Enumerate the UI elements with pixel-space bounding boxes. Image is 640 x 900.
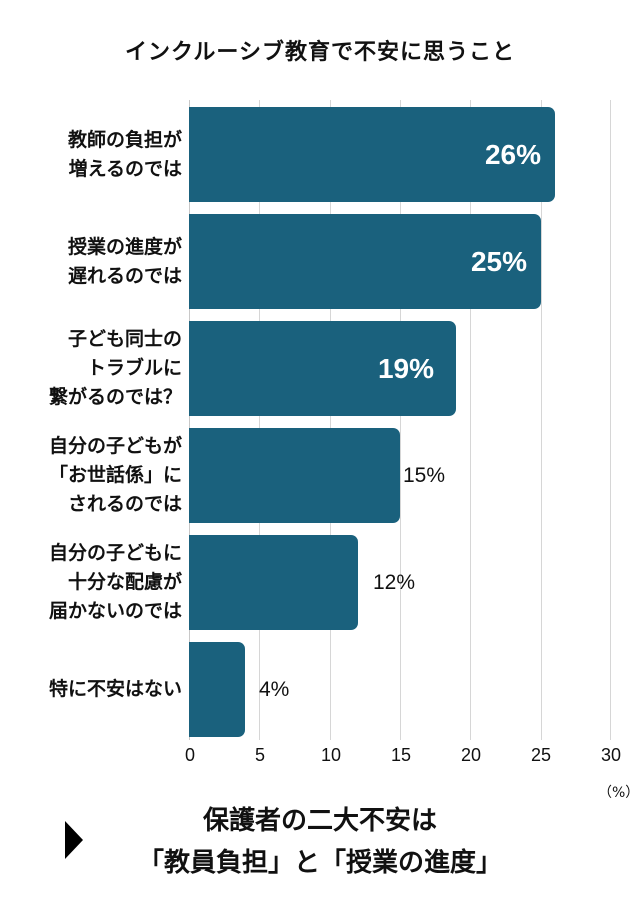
x-tick-label: 25 (530, 745, 552, 765)
bar-row: 25% (189, 214, 611, 309)
gridline-10 (330, 100, 331, 740)
x-tick-label: 10 (320, 745, 342, 765)
bar: 25% (189, 214, 541, 309)
category-label-line: 自分の子どもに (48, 542, 182, 564)
category-label: 自分の子どもが 「お世話係」に されるのでは (2, 428, 182, 523)
plot-area: 26% 25% 19% 15% 12% 4% (189, 100, 611, 740)
category-label-line: 十分な配慮が (67, 571, 182, 593)
x-tick-label: 15 (390, 745, 412, 765)
bar-row: 15% (189, 428, 611, 523)
x-tick-label: 20 (460, 745, 482, 765)
category-label-line: 繋がるのでは？ (48, 386, 182, 408)
category-label: 特に不安はない (2, 642, 182, 737)
bar: 19% (189, 321, 456, 416)
category-label: 授業の進度が 遅れるのでは (2, 214, 182, 309)
x-tick-label: 5 (254, 745, 265, 765)
category-label-line: 教師の負担が (67, 128, 182, 151)
bar (189, 535, 358, 630)
triangle-arrow-icon (65, 821, 83, 859)
bar-row: 26% (189, 107, 611, 202)
bar-row: 12% (189, 535, 611, 630)
value-label: 4% (259, 678, 290, 701)
category-label-line: 授業の進度が (67, 235, 182, 258)
category-label-line: 子ども同士の (67, 328, 182, 350)
bar-row: 19% (189, 321, 611, 416)
bar (189, 428, 400, 523)
value-label: 25% (470, 246, 527, 277)
gridline-15 (400, 100, 401, 740)
gridline-30 (610, 100, 611, 740)
category-label-line: 特に不安はない (48, 678, 182, 700)
category-label-line: 遅れるのでは (67, 264, 182, 287)
gridline-20 (470, 100, 471, 740)
category-label: 自分の子どもに 十分な配慮が 届かないのでは (2, 535, 182, 630)
value-label: 19% (377, 353, 434, 384)
value-label: 12% (373, 571, 416, 594)
summary-callout: 保護者の二大不安は 「教員負担」と「授業の進度」 (0, 800, 640, 884)
gridline-25 (541, 100, 542, 740)
x-tick-label: 30 (600, 745, 622, 765)
y-axis-line (189, 100, 190, 740)
summary-line-2: 「教員負担」と「授業の進度」 (137, 848, 502, 878)
category-label: 教師の負担が 増えるのでは (2, 107, 182, 202)
category-label-line: 増えるのでは (68, 157, 182, 180)
bar-row: 4% (189, 642, 611, 737)
category-label-line: トラブルに (86, 357, 182, 379)
summary-line-1: 保護者の二大不安は (202, 806, 437, 836)
gridline-5 (259, 100, 260, 740)
bar: 26% (189, 107, 555, 202)
value-label: 15% (403, 464, 446, 487)
category-label-line: されるのでは (67, 493, 182, 515)
category-label-line: 届かないのでは (48, 600, 182, 622)
category-label-line: 「お世話係」に (48, 464, 182, 486)
chart-title: インクルーシブ教育で不安に思うこと (125, 40, 515, 65)
x-axis-unit: （%） (598, 785, 640, 801)
bar (189, 642, 245, 737)
x-tick-label: 0 (184, 745, 195, 765)
value-label: 26% (484, 139, 541, 170)
category-label-line: 自分の子どもが (48, 435, 182, 457)
category-label: 子ども同士の トラブルに 繋がるのでは？ (2, 321, 182, 416)
